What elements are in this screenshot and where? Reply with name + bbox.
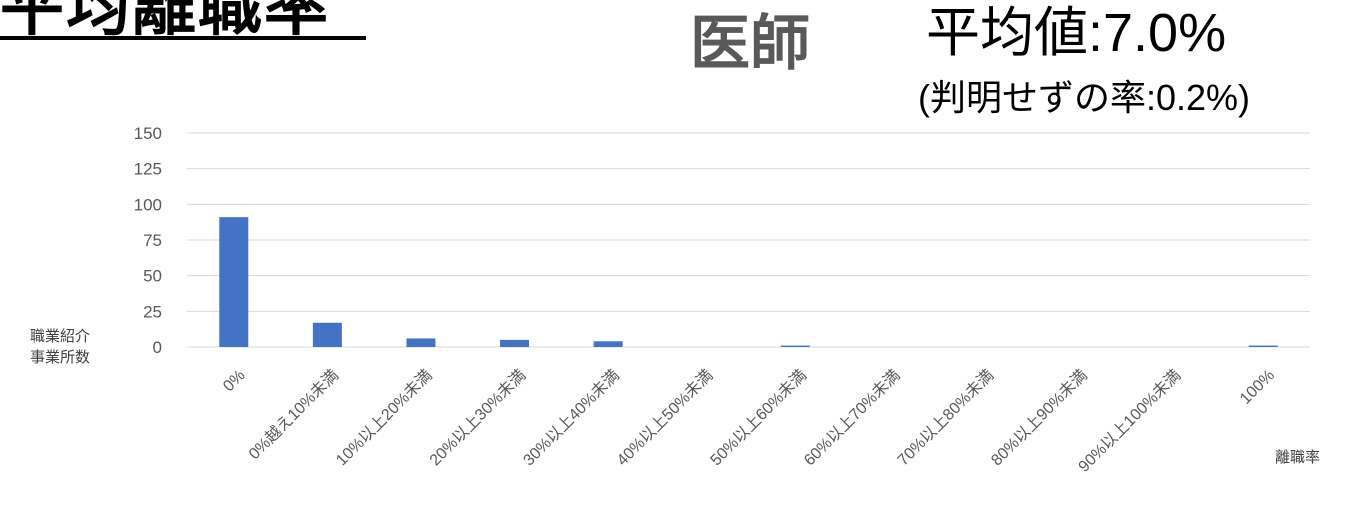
y-tick-label: 25 <box>143 302 162 321</box>
y-axis-label-line: 職業紹介 <box>30 327 91 345</box>
x-axis-label: 離職率 <box>1275 448 1321 466</box>
x-tick-label: 40%以上50%未満 <box>613 366 716 469</box>
x-tick-label: 100% <box>1237 367 1278 408</box>
profession-label: 医師 <box>690 9 810 79</box>
x-tick-label: 60%以上70%未満 <box>800 366 903 469</box>
bar-11 <box>1248 345 1278 347</box>
y-tick-label: 100 <box>134 195 162 214</box>
bar-1 <box>312 322 342 347</box>
bar-6 <box>780 345 810 347</box>
bar-3 <box>500 339 530 347</box>
x-tick-label: 0%越え10%未満 <box>245 366 342 463</box>
x-tick-label: 20%以上30%未満 <box>426 366 529 469</box>
bar-4 <box>593 341 623 347</box>
y-tick-label: 125 <box>134 160 162 179</box>
y-tick-label: 50 <box>143 267 162 286</box>
x-tick-label: 90%以上100%未満 <box>1075 366 1185 476</box>
y-tick-label: 75 <box>143 231 162 250</box>
x-tick-label: 80%以上90%未満 <box>988 366 1091 469</box>
bars <box>219 217 1278 347</box>
x-tick-label: 10%以上20%未満 <box>333 366 436 469</box>
x-tick-label: 70%以上80%未満 <box>894 366 997 469</box>
average-value: 平均値:7.0% <box>926 3 1227 63</box>
y-axis-ticks: 0 25 50 75 100 125 150 <box>134 124 162 357</box>
slide-title: 平均離職率 <box>0 0 330 45</box>
y-tick-label: 150 <box>134 124 162 143</box>
unknown-rate: (判明せずの率:0.2%) <box>918 77 1251 118</box>
bar-2 <box>406 338 436 347</box>
x-tick-label: 0% <box>220 367 248 395</box>
x-axis-ticks: 0%0%越え10%未満10%以上20%未満20%以上30%未満30%以上40%未… <box>220 366 1278 476</box>
gridlines <box>187 132 1310 348</box>
y-axis-label: 職業紹介 事業所数 <box>30 326 90 368</box>
title-underline <box>0 36 366 40</box>
y-tick-label: 0 <box>153 338 162 357</box>
y-axis-label-line: 事業所数 <box>30 348 91 366</box>
x-tick-label: 50%以上60%未満 <box>707 366 810 469</box>
x-tick-label: 30%以上40%未満 <box>520 366 623 469</box>
bar-0 <box>219 217 249 347</box>
